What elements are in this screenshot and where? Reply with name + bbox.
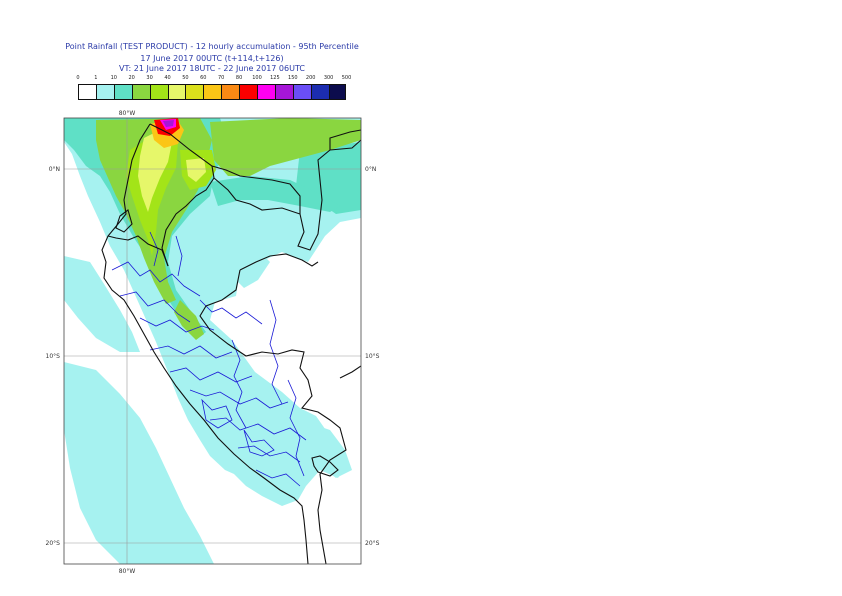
legend-tick-label: 60 — [200, 75, 207, 81]
national-border — [239, 253, 319, 271]
rain-area-purple — [163, 120, 174, 127]
legend-tick-label: 50 — [182, 75, 189, 81]
coastline — [115, 209, 133, 233]
run-time-label: 17 June 2017 00UTC (t+114,t+126) — [140, 54, 284, 63]
national-border — [107, 235, 169, 267]
legend-swatch — [292, 84, 312, 100]
legend-swatch — [95, 84, 115, 100]
rain-area-light — [230, 248, 270, 288]
legend-swatch — [203, 84, 222, 100]
national-border — [199, 269, 347, 564]
rain-area-light — [64, 256, 140, 352]
legend-tick-label: 20 — [128, 75, 135, 81]
legend-tick-label: 80 — [235, 75, 243, 81]
legend-tick-label: 0 — [76, 75, 80, 81]
lon-label-80w-top: 80°W — [119, 110, 136, 117]
legend-tick-label: 200 — [305, 75, 316, 81]
legend-tick-label: 125 — [270, 75, 280, 81]
national-border — [329, 129, 361, 150]
legend-swatch — [221, 84, 240, 100]
legend-swatch — [274, 84, 294, 100]
legend-swatch — [131, 84, 151, 100]
legend-swatch — [310, 84, 330, 100]
map-frame — [63, 117, 362, 565]
legend-tick-label: 30 — [146, 75, 153, 81]
lat-label-20s-right: 20°S — [365, 540, 380, 547]
product-title: Point Rainfall (TEST PRODUCT) - 12 hourl… — [65, 42, 359, 51]
lat-label-20s-left: 20°S — [46, 540, 61, 547]
national-border — [339, 365, 361, 379]
lat-label-0n-right: 0°N — [365, 166, 376, 173]
rain-area-light — [64, 362, 214, 564]
rainfall-field — [64, 118, 361, 564]
national-border — [211, 165, 301, 214]
legend-swatch — [149, 84, 168, 100]
lon-label-80w-bottom: 80°W — [119, 568, 136, 575]
rain-area-light — [300, 420, 352, 478]
legend-swatch — [185, 84, 204, 100]
lat-label-10s-left: 10°S — [46, 353, 61, 360]
rain-area-green — [210, 118, 361, 176]
legend-tick-label: 70 — [218, 75, 225, 81]
legend-swatch — [257, 84, 276, 100]
rain-area-teal — [210, 176, 340, 212]
lat-label-10s-right: 10°S — [365, 353, 380, 360]
rain-area-green — [174, 300, 204, 340]
legend-tick-label: 500 — [341, 75, 352, 81]
legend-tick-label: 300 — [323, 75, 334, 81]
legend-tick-label: 10 — [110, 75, 117, 81]
legend-swatch — [328, 84, 347, 100]
legend-tick-label: 40 — [164, 75, 171, 81]
rain-area-yellow — [186, 158, 206, 182]
legend-tick-label: 150 — [288, 75, 298, 81]
colour-legend: 0 1 10 20 30 40 50 60 70 80 100 125 150 200 300 500 — [76, 75, 351, 102]
valid-time-label: VT: 21 June 2017 18UTC - 22 June 2017 06… — [119, 64, 305, 73]
legend-tick-label: 100 — [252, 75, 262, 81]
coast-and-borders — [101, 123, 361, 564]
legend-swatch — [167, 84, 186, 100]
lat-label-0n-left: 0°N — [49, 166, 60, 173]
national-border — [161, 177, 215, 267]
legend-swatch — [78, 84, 97, 100]
national-border — [311, 455, 339, 477]
rain-area-yellow — [138, 128, 172, 212]
legend-swatch — [239, 84, 258, 100]
legend-tick-label: 1 — [94, 75, 98, 81]
regional-boundaries — [111, 231, 307, 487]
legend-swatch — [113, 84, 133, 100]
